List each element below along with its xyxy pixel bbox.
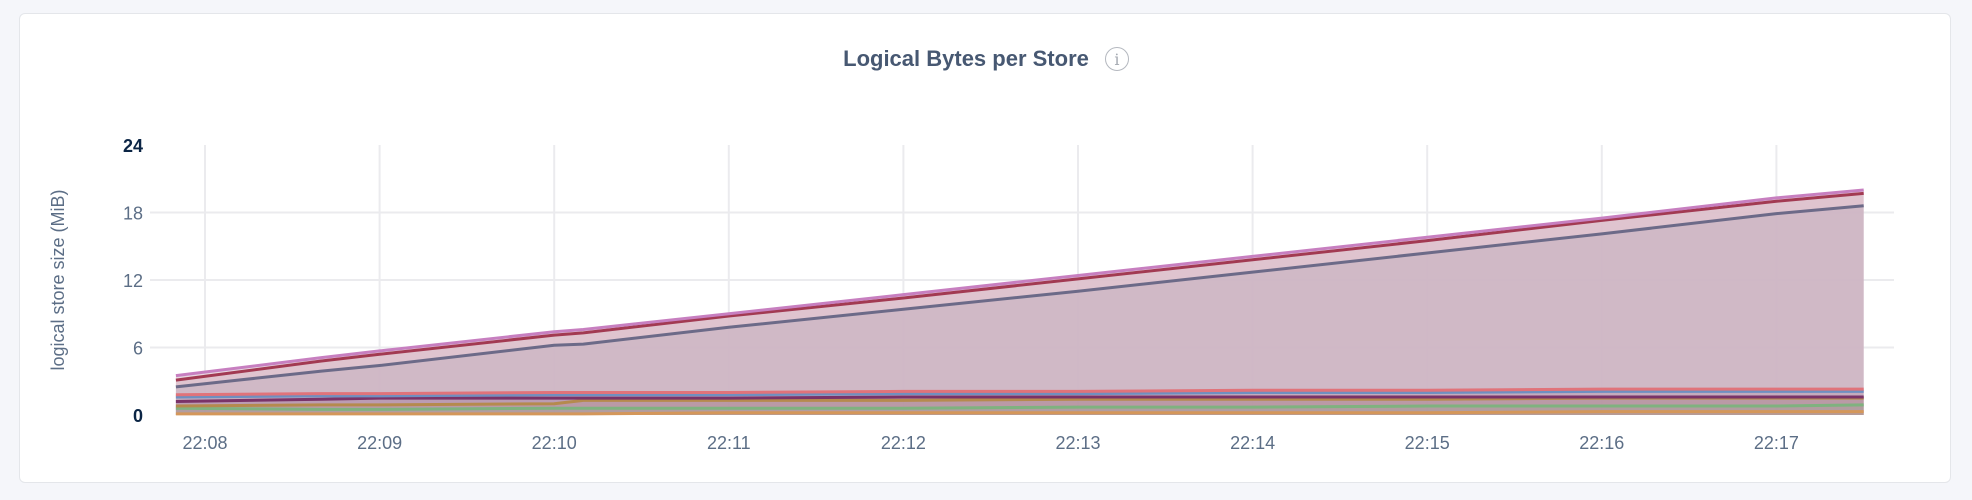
x-tick-label: 22:11 bbox=[707, 433, 751, 453]
series-line-7 bbox=[175, 403, 1864, 411]
y-tick-label: 18 bbox=[123, 204, 143, 224]
y-tick-label: 12 bbox=[123, 271, 143, 291]
series-area-1 bbox=[175, 193, 1864, 415]
y-tick-label: 0 bbox=[133, 406, 143, 426]
x-tick-label: 22:12 bbox=[881, 433, 926, 453]
x-tick-label: 22:09 bbox=[357, 433, 402, 453]
series-line-1 bbox=[175, 191, 1864, 382]
series-line-0 bbox=[175, 188, 1864, 378]
chart-title: Logical Bytes per Store bbox=[843, 46, 1089, 71]
info-circle-icon[interactable]: i bbox=[1104, 47, 1129, 71]
chart-header: Logical Bytes per Store i bbox=[0, 46, 1972, 72]
y-tick-label: 6 bbox=[133, 339, 143, 359]
x-tick-label: 22:13 bbox=[1055, 433, 1100, 453]
x-tick-label: 22:10 bbox=[532, 433, 577, 453]
series-line-4 bbox=[175, 389, 1864, 399]
x-tick-label: 22:17 bbox=[1754, 433, 1799, 453]
series-area-0 bbox=[175, 190, 1864, 415]
x-tick-label: 22:16 bbox=[1579, 433, 1624, 453]
series-line-2 bbox=[175, 204, 1864, 389]
y-axis-label: logical store size (MiB) bbox=[48, 189, 68, 370]
series-line-3 bbox=[175, 387, 1864, 397]
series-line-5 bbox=[175, 395, 1864, 403]
x-tick-label: 22:08 bbox=[182, 433, 227, 453]
x-tick-label: 22:14 bbox=[1230, 433, 1275, 453]
x-tick-label: 22:15 bbox=[1405, 433, 1450, 453]
series-area-2 bbox=[175, 205, 1864, 415]
series-line-8 bbox=[175, 410, 1864, 416]
y-tick-label: 24 bbox=[123, 136, 143, 156]
